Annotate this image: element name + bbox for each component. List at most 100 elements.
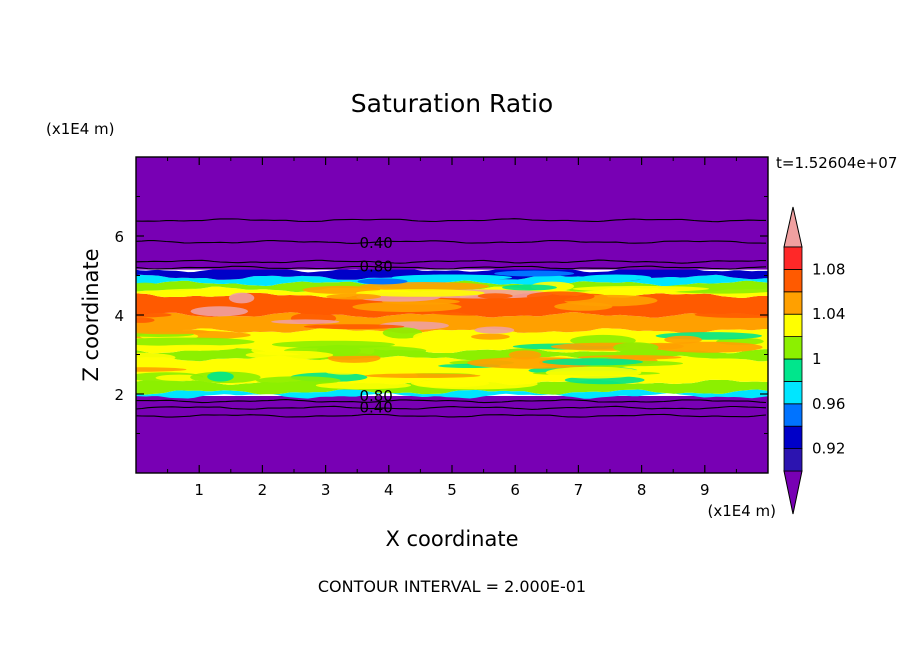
plot-area <box>136 157 768 473</box>
texture-streak <box>158 288 227 294</box>
texture-streak <box>511 324 596 330</box>
colorbar-segment <box>783 448 803 472</box>
colorbar-segment <box>783 358 803 382</box>
texture-streak <box>303 324 405 329</box>
contour-interval-footer: CONTOUR INTERVAL = 2.000E-01 <box>318 577 586 596</box>
texture-streak <box>471 333 510 340</box>
x-tick-label: 8 <box>637 481 647 499</box>
texture-streak <box>382 327 423 339</box>
texture-streak <box>581 274 652 281</box>
contour-line <box>136 405 767 410</box>
colorbar-under-triangle <box>783 470 803 515</box>
colorbar: 0.92 0.96 1 1.04 1.08 <box>783 206 845 515</box>
texture-streak <box>136 317 155 323</box>
texture-streak <box>687 353 768 359</box>
texture-streak <box>356 289 485 297</box>
x-tick-label: 6 <box>510 481 520 499</box>
colorbar-segment <box>783 403 803 427</box>
texture-streak <box>228 292 255 304</box>
texture-streak <box>411 379 490 388</box>
x-tick-label: 4 <box>384 481 394 499</box>
y-tick-label: 2 <box>114 386 124 404</box>
y-axis-label: Z coordinate <box>79 248 103 381</box>
colorbar-segment <box>783 425 803 450</box>
texture-streak <box>245 350 334 360</box>
texture-streak <box>324 368 364 375</box>
colorbar-segment <box>783 246 803 270</box>
colorbar-label: 1 <box>812 350 822 368</box>
y-tick-label: 4 <box>114 307 124 325</box>
x-axis-label: X coordinate <box>385 527 518 551</box>
x-axis: 1 2 3 4 5 6 7 8 9 <box>167 157 737 499</box>
colorbar-label: 0.92 <box>812 440 845 458</box>
texture-streak <box>326 293 382 300</box>
texture-streak <box>207 371 234 382</box>
color-band <box>136 389 768 399</box>
texture-streak <box>352 301 462 312</box>
x-tick-label: 1 <box>194 481 204 499</box>
texture-streak <box>542 358 644 366</box>
texture-streak <box>526 291 595 302</box>
contour-lines <box>136 218 767 418</box>
y-axis: 2 4 6 <box>114 196 768 434</box>
colorbar-over-triangle <box>783 206 803 248</box>
contour-line <box>136 413 767 418</box>
texture-streak <box>357 278 408 285</box>
colorbar-segment <box>783 268 803 293</box>
y-unit-label: (x1E4 m) <box>46 120 115 138</box>
texture-streak <box>315 381 411 390</box>
color-band <box>136 396 768 473</box>
contour-label: 0.80 <box>359 258 392 276</box>
contour-label: 0.40 <box>359 399 392 417</box>
texture-streak <box>654 341 763 353</box>
contour-line <box>136 218 766 223</box>
texture-streak <box>508 350 542 360</box>
texture-streak <box>271 340 395 349</box>
contour-labels: 0.400.800.800.40 <box>359 234 392 417</box>
texture-streak <box>271 319 340 325</box>
texture-streak <box>136 352 176 363</box>
texture-streak <box>364 373 481 379</box>
color-band <box>136 157 768 270</box>
texture-streak <box>545 366 642 379</box>
texture-streak <box>255 376 341 385</box>
texture-streak <box>136 282 159 289</box>
texture-streak <box>657 283 768 294</box>
texture-streak <box>190 306 248 317</box>
x-tick-label: 2 <box>258 481 268 499</box>
contour-line <box>136 265 767 270</box>
x-tick-label: 5 <box>447 481 457 499</box>
texture-streak <box>149 344 237 351</box>
texture-streak <box>494 270 575 277</box>
chart-title: Saturation Ratio <box>351 89 553 118</box>
texture-streak <box>413 332 439 342</box>
contour-label: 0.80 <box>359 387 392 405</box>
colorbar-segment <box>783 380 803 405</box>
texture-streak <box>572 285 710 292</box>
x-tick-label: 7 <box>574 481 584 499</box>
colorbar-segment <box>783 336 803 360</box>
colorbar-segment <box>783 291 803 315</box>
texture-streaks <box>136 270 768 390</box>
x-tick-label: 9 <box>700 481 710 499</box>
x-tick-label: 3 <box>321 481 331 499</box>
texture-streak <box>136 329 210 335</box>
contour-line <box>136 239 767 244</box>
time-label: t=1.52604e+07 <box>776 154 897 172</box>
x-unit-label: (x1E4 m) <box>707 502 776 520</box>
colorbar-label: 0.96 <box>812 395 845 413</box>
texture-streak <box>136 312 172 318</box>
texture-streak <box>136 337 255 346</box>
contour-label: 0.40 <box>359 234 392 252</box>
contour-line <box>136 259 766 264</box>
colorbar-segment <box>783 313 803 338</box>
contour-line <box>136 399 767 404</box>
texture-streak <box>136 367 187 372</box>
texture-streak <box>474 326 515 334</box>
texture-streak <box>183 320 239 329</box>
texture-streak <box>477 293 513 299</box>
y-tick-label: 6 <box>114 228 124 246</box>
texture-streak <box>502 284 557 291</box>
colorbar-label: 1.04 <box>812 305 845 323</box>
